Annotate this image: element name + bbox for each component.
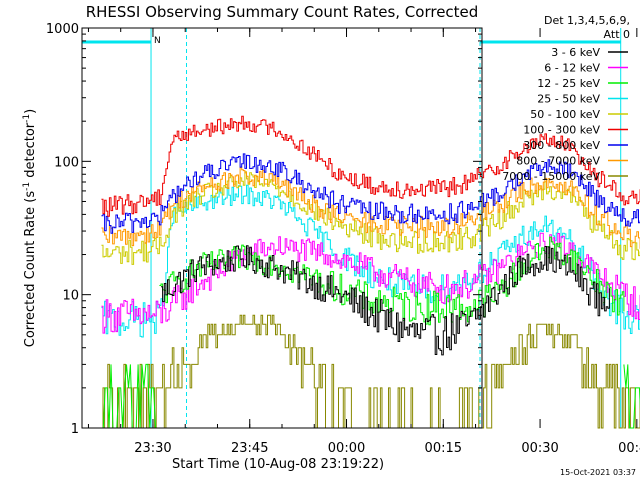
y-tick-label-3: 1000 bbox=[46, 22, 79, 37]
y-tick-label-2: 100 bbox=[54, 155, 79, 170]
series-line-0 bbox=[161, 245, 610, 356]
legend-header-line-1: Det 1,3,4,5,6,9, bbox=[544, 14, 630, 27]
legend-label-2: 12 - 25 keV bbox=[537, 77, 600, 90]
y-axis-ticks: 1 10 100 1000 bbox=[46, 22, 482, 437]
series-line-8 bbox=[101, 314, 640, 429]
y-tick-label-0: 1 bbox=[71, 422, 79, 437]
legend-label-8: 7000 - 15000 keV bbox=[502, 170, 600, 183]
legend-label-7: 800 - 7000 keV bbox=[516, 155, 600, 168]
x-axis-label: Start Time (10-Aug-08 23:19:22) bbox=[172, 457, 384, 472]
legend: Det 1,3,4,5,6,9, Att 0 3 - 6 keV 6 - 12 k… bbox=[502, 14, 630, 183]
y-axis-label-part-0: Corrected Count Rate (s bbox=[23, 191, 38, 348]
y-axis-label: Corrected Count Rate (s-1 detector-1) bbox=[22, 109, 38, 347]
series-line-5 bbox=[101, 115, 640, 217]
x-tick-label-2: 00:00 bbox=[328, 441, 365, 456]
legend-label-0: 3 - 6 keV bbox=[551, 46, 600, 59]
legend-label-3: 25 - 50 keV bbox=[537, 93, 600, 106]
chart-title: RHESSI Observing Summary Count Rates, Co… bbox=[86, 3, 479, 21]
y-axis-label-part-1: -1 bbox=[22, 182, 32, 191]
y-tick-label-1: 10 bbox=[62, 289, 79, 304]
legend-label-6: 300 - 800 keV bbox=[523, 139, 600, 152]
x-tick-label-1: 23:45 bbox=[231, 441, 268, 456]
legend-label-1: 6 - 12 keV bbox=[544, 62, 600, 75]
y-axis-label-part-2: detector bbox=[23, 122, 38, 182]
legend-header-line-2: Att 0 bbox=[604, 28, 630, 41]
x-axis-ticks: 23:30 23:45 00:00 00:15 00:30 00:45 bbox=[87, 28, 640, 456]
series-line-7 bbox=[101, 167, 640, 249]
series-line-1 bbox=[101, 232, 640, 334]
timestamp: 15-Oct-2021 03:37 bbox=[560, 468, 636, 477]
x-tick-label-5: 00:45 bbox=[618, 441, 640, 456]
y-axis-label-part-3: -1 bbox=[22, 114, 32, 123]
legend-label-5: 100 - 300 keV bbox=[523, 124, 600, 137]
x-tick-label-3: 00:15 bbox=[425, 441, 462, 456]
legend-label-4: 50 - 100 keV bbox=[530, 108, 600, 121]
x-tick-label-4: 00:30 bbox=[521, 441, 558, 456]
series-line-6 bbox=[101, 153, 640, 234]
night-label: N bbox=[154, 36, 161, 46]
y-axis-label-part-4: ) bbox=[23, 109, 38, 114]
x-tick-label-0: 23:30 bbox=[134, 441, 171, 456]
